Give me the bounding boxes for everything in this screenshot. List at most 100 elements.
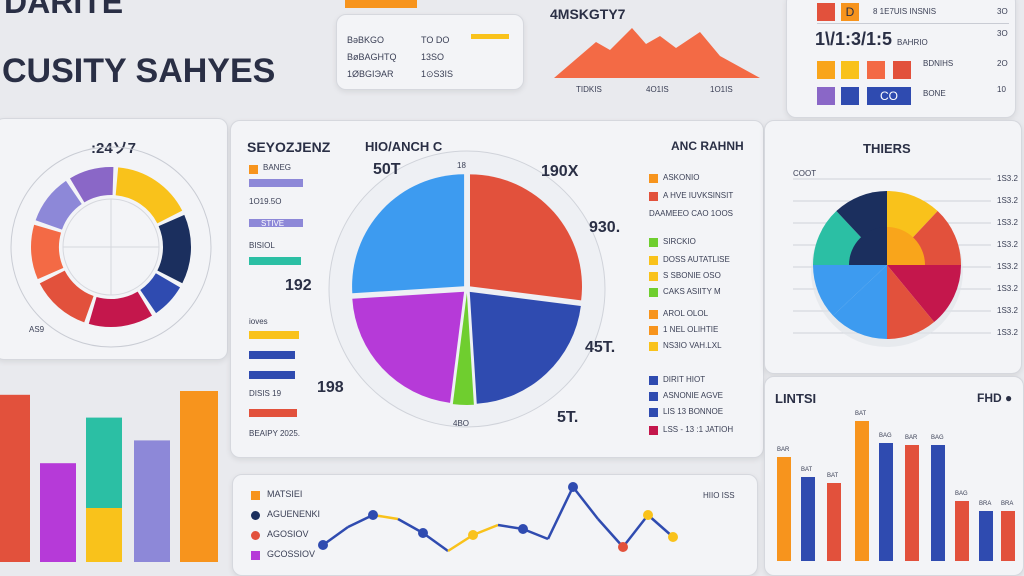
donut-slice: [157, 214, 191, 284]
bar: [905, 445, 919, 561]
legend-swatch: [649, 392, 658, 401]
bar: [0, 394, 30, 562]
bar-label: BAR: [777, 447, 790, 453]
legend-swatch: [251, 551, 260, 560]
tick-label: 1S3.2: [997, 262, 1018, 271]
bar-label: BRA: [979, 501, 991, 507]
page-title: CUSITY SAHYES: [2, 52, 276, 90]
stats-row-num: 2O: [997, 59, 1008, 68]
legend-swatch: [649, 238, 658, 247]
left-value: 192: [285, 277, 312, 294]
line-point: [418, 528, 428, 538]
thiers-inner: [887, 227, 925, 265]
stats-badge: [817, 61, 835, 79]
summary-row-value: 13SO: [421, 52, 445, 62]
legend-swatch: [649, 272, 658, 281]
stats-badge: [841, 61, 859, 79]
mountain-title: 4MSKGTY7: [550, 6, 626, 22]
tick-label: 1S3.2: [997, 218, 1018, 227]
legend-swatch: [649, 426, 658, 435]
bar: [134, 440, 170, 562]
line-top-label: HIIO ISS: [703, 491, 735, 500]
stats-big-value: 1\/1:3/1:5: [815, 29, 893, 49]
stats-badge: [841, 87, 859, 105]
legend-bar: [249, 179, 303, 187]
legend-label: BISIOL: [249, 241, 275, 250]
legend-label: 1 NEL OLIHTIE: [663, 325, 719, 334]
tick-label: 1S3.2: [997, 240, 1018, 249]
mountain-shape: [554, 28, 760, 78]
legend-swatch: [649, 288, 658, 297]
donut-slice: [88, 291, 153, 327]
line-point: [618, 542, 628, 552]
donut-chart-card: :24ソ7 AS9: [0, 118, 228, 360]
line-segment: [572, 486, 599, 520]
legend-swatch: [649, 342, 658, 351]
legend-swatch: [649, 310, 658, 319]
pie-callout: 45T.: [585, 339, 616, 356]
legend-swatch: [649, 408, 658, 417]
legend-label: A HVE IUVKSINSIT: [663, 191, 734, 200]
legend-swatch: [251, 531, 260, 540]
pie-callout: 18: [457, 161, 466, 170]
donut-slice: [115, 167, 183, 224]
bar: [879, 443, 893, 561]
line-point: [468, 530, 478, 540]
legend-label: 1O19.5O: [249, 197, 282, 206]
stats-badge: [817, 3, 835, 21]
pie-card-subtitle: HIO/ANCH C: [365, 139, 443, 154]
right-legend: ASKONIO A HVE IUVKSINSIT DAAMEEO CAO 1OOS S…: [649, 171, 759, 451]
thiers-chart-card: THIERS COOT 1S3.2 1S3.2 1S3.2 1S3.2 1S3.2 1S3…: [764, 120, 1022, 374]
stats-row-text: BONE: [923, 89, 946, 98]
stats-badge: [867, 61, 885, 79]
pie-slice: [470, 174, 583, 301]
pie-slice: [352, 291, 465, 403]
grouped-bar-card: LINTSI FHD ● BAR BAT BAT BAT BAG BAR BAG BAG BRA…: [764, 376, 1024, 576]
stats-row-text: BDNIHS: [923, 59, 954, 68]
summary-row-label: BəBKGO: [347, 35, 385, 45]
pie-slice: [452, 292, 474, 405]
summary-row-label: BøBAGHTQ: [347, 52, 397, 62]
bar: [827, 483, 841, 561]
line-segment: [597, 518, 624, 548]
line-point: [643, 510, 653, 520]
legend-label: GCOSSIOV: [267, 549, 316, 559]
legend-label: ASNONIE AGVE: [663, 391, 724, 400]
summary-accent-bar: [471, 34, 509, 39]
legend-label: DIRIT HIOT: [663, 375, 706, 384]
tick-label: 1S3.2: [997, 174, 1018, 183]
stats-badge: D: [841, 3, 859, 21]
thiers-title: THIERS: [863, 141, 911, 156]
bar-label: BAG: [955, 491, 968, 497]
legend-label: AGUENENKI: [267, 509, 321, 519]
line-chart: [318, 482, 678, 553]
donut-slice: [39, 270, 94, 323]
pie-slice: [352, 174, 465, 294]
mountain-chart-card: 4MSKGTY7 TIDKIS 4O1IS 1O1IS: [536, 0, 776, 108]
legend-swatch: [649, 174, 658, 183]
bar: [40, 463, 76, 562]
bar: [777, 457, 791, 561]
tick-label: 1S3.2: [997, 306, 1018, 315]
summary-row-value: 1⊙S3IS: [421, 69, 454, 79]
stats-badge: [893, 61, 911, 79]
stats-list-card: D 8 1E7UIS INSNIS 3O 1\/1:3/1:5 BAHRIO 3…: [786, 0, 1016, 118]
line-segment: [546, 486, 575, 540]
main-pie-chart: [328, 150, 606, 428]
stats-row-text: BAHRIO: [897, 38, 928, 47]
line-point: [568, 482, 578, 492]
bar: [180, 391, 218, 562]
pie-card-title: SEYOZJENZ: [247, 139, 331, 155]
bar-label: BAT: [801, 467, 813, 473]
line-segment: [647, 514, 674, 538]
line-point: [368, 510, 378, 520]
grouped-bar-chart: BAR BAT BAT BAT BAG BAR BAG BAG BRA BRA: [777, 411, 1015, 561]
pie-callout: 190X: [541, 163, 579, 180]
legend-label: LSS - 13 :1 JATIOH: [663, 425, 734, 434]
legend-label: DISIS 19: [249, 389, 282, 398]
stats-row-num: 3O: [997, 29, 1008, 38]
legend-label: STIVE: [261, 219, 285, 228]
legend-label: S SBONIE OSO: [663, 271, 721, 280]
donut-slice: [35, 180, 82, 230]
bar-label: BRA: [1001, 501, 1013, 507]
